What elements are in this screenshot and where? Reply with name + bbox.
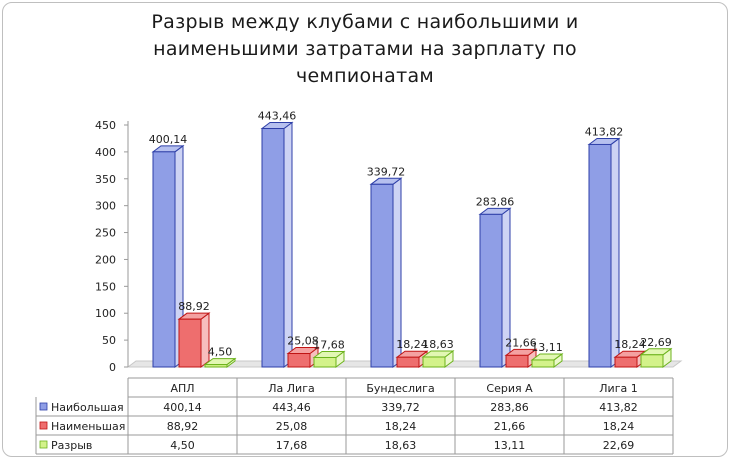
table-cell-2-3: 13,11	[494, 439, 526, 452]
bar-0-2	[369, 177, 403, 368]
legend-swatch-0	[39, 402, 48, 411]
table-cell-0-2: 339,72	[381, 401, 420, 414]
category-label-3: Серия А	[486, 382, 533, 395]
data-label-0-2: 339,72	[367, 165, 406, 178]
bar-2-1	[312, 350, 346, 368]
y-tick-label-2: 100	[95, 307, 116, 320]
data-label-0-3: 283,86	[476, 195, 515, 208]
category-label-1: Ла Лига	[268, 382, 314, 395]
bar-1-0	[177, 312, 211, 368]
chart-title: Разрыв между клубами с наибольшими и наи…	[0, 9, 730, 90]
bar-1-3	[504, 348, 538, 368]
table-cell-1-1: 25,08	[276, 420, 308, 433]
data-label-2-0: 4,50	[208, 346, 233, 359]
bar-0-4	[587, 137, 621, 368]
data-label-0-4: 413,82	[585, 125, 624, 138]
y-tick-label-9: 450	[95, 119, 116, 132]
table-header-bg	[128, 378, 673, 397]
y-tick-label-3: 150	[95, 280, 116, 293]
y-tick-label-8: 400	[95, 146, 116, 159]
chart-title-line-1: Разрыв между клубами с наибольшими и	[151, 11, 579, 33]
data-label-2-1: 17,68	[313, 338, 345, 351]
table-cell-1-3: 21,66	[494, 420, 526, 433]
category-label-0: АПЛ	[170, 382, 194, 395]
bar-0-0	[151, 144, 185, 368]
data-label-2-2: 18,63	[422, 338, 454, 351]
data-label-1-3: 21,66	[505, 336, 537, 349]
y-tick-label-7: 350	[95, 173, 116, 186]
bar-0-3	[478, 207, 512, 368]
table-cell-2-0: 4,50	[170, 439, 195, 452]
bar-2-4	[639, 347, 673, 368]
legend-label-0: Наибольшая	[51, 401, 124, 414]
legend-swatch-2	[39, 440, 48, 449]
data-label-2-3: 13,11	[531, 341, 563, 354]
category-label-4: Лига 1	[599, 382, 637, 395]
data-label-0-1: 443,46	[258, 110, 297, 123]
table-cell-1-4: 18,24	[603, 420, 635, 433]
data-label-1-4: 18,24	[614, 338, 646, 351]
table-cell-0-0: 400,14	[163, 401, 202, 414]
data-label-0-0: 400,14	[149, 133, 188, 146]
table-cell-0-4: 413,82	[599, 401, 638, 414]
table-cell-2-4: 22,69	[603, 439, 635, 452]
table-cell-2-2: 18,63	[385, 439, 417, 452]
bar-0-1	[260, 121, 294, 368]
data-label-1-1: 25,08	[287, 335, 319, 348]
legend-swatch-1	[39, 421, 48, 430]
bar-2-0	[203, 357, 237, 368]
table-cell-2-1: 17,68	[276, 439, 308, 452]
legend-label-1: Наименьшая	[51, 420, 125, 433]
category-label-2: Бундеслига	[366, 382, 434, 395]
y-tick-label-4: 200	[95, 253, 116, 266]
y-tick-label-6: 300	[95, 200, 116, 213]
chart-title-line-3: чемпионатам	[295, 65, 435, 87]
table-cell-1-0: 88,92	[167, 420, 199, 433]
chart-title-line-2: наименьшими затратами на зарплату по	[153, 38, 577, 60]
y-tick-label-1: 50	[102, 334, 116, 347]
table-cell-1-2: 18,24	[385, 420, 417, 433]
bar-2-2	[421, 349, 455, 368]
table-cell-0-1: 443,46	[272, 401, 311, 414]
legend-label-2: Разрыв	[51, 439, 92, 452]
bar-2-3	[530, 352, 564, 368]
data-label-1-0: 88,92	[178, 300, 210, 313]
data-label-1-2: 18,24	[396, 338, 428, 351]
data-label-2-4: 22,69	[640, 336, 672, 349]
y-tick-label-5: 250	[95, 227, 116, 240]
table-cell-0-3: 283,86	[490, 401, 529, 414]
y-tick-label-0: 0	[109, 361, 116, 374]
